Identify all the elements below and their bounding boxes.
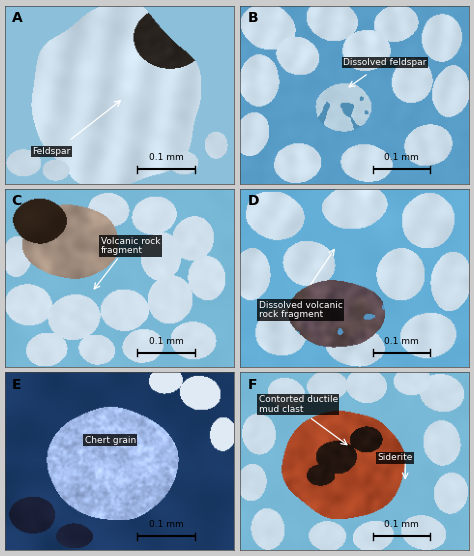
Text: Chert grain: Chert grain	[85, 435, 136, 445]
Text: Dissolved feldspar: Dissolved feldspar	[343, 58, 427, 67]
Text: B: B	[247, 11, 258, 25]
Text: C: C	[11, 194, 22, 208]
Text: 0.1 mm: 0.1 mm	[384, 520, 419, 529]
Text: Siderite: Siderite	[378, 453, 413, 463]
Text: 0.1 mm: 0.1 mm	[384, 153, 419, 162]
Text: E: E	[11, 378, 21, 392]
Text: 0.1 mm: 0.1 mm	[384, 337, 419, 346]
Text: Dissolved volcanic
rock fragment: Dissolved volcanic rock fragment	[259, 301, 343, 319]
Text: 0.1 mm: 0.1 mm	[149, 520, 183, 529]
Text: Volcanic rock
fragment: Volcanic rock fragment	[101, 237, 160, 255]
Text: D: D	[247, 194, 259, 208]
Text: A: A	[11, 11, 22, 25]
Text: Contorted ductile
mud clast: Contorted ductile mud clast	[259, 395, 338, 414]
Text: 0.1 mm: 0.1 mm	[149, 153, 183, 162]
Text: 0.1 mm: 0.1 mm	[149, 337, 183, 346]
Text: F: F	[247, 378, 257, 392]
Text: Feldspar: Feldspar	[32, 147, 71, 156]
